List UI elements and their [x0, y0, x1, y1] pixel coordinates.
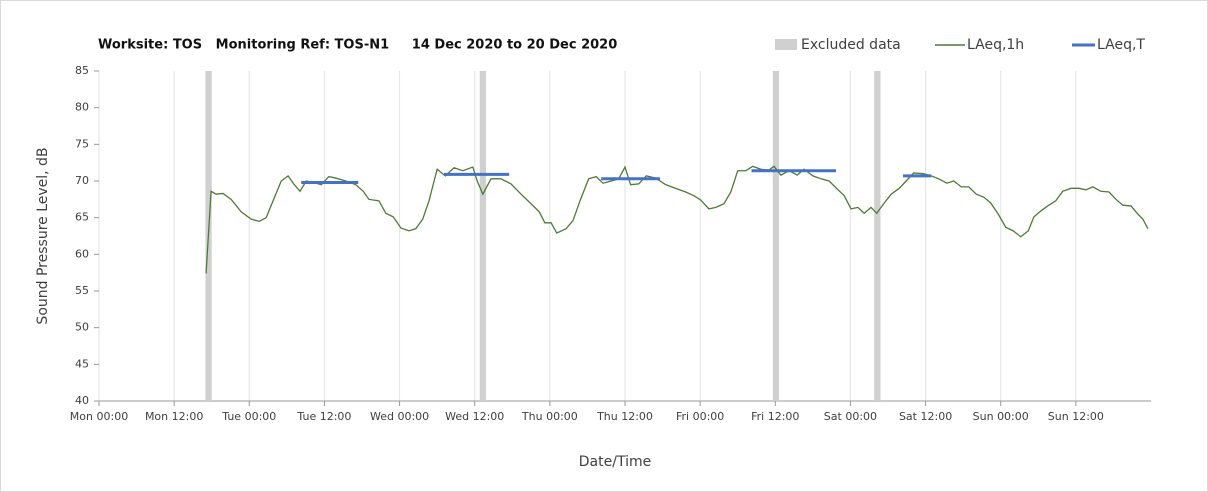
legend-swatch	[775, 39, 797, 50]
legend-label: LAeq,1h	[967, 37, 1024, 53]
y-axis-label: Sound Pressure Level, dB	[35, 147, 51, 324]
line-series	[205, 165, 1149, 274]
x-tick-label: Mon 00:00	[70, 410, 128, 423]
legend-label: Excluded data	[801, 37, 901, 53]
y-tick-label: 70	[75, 174, 89, 187]
x-tick-label: Wed 00:00	[370, 410, 429, 423]
y-tick-label: 65	[75, 211, 89, 224]
x-tick-label: Sat 12:00	[899, 410, 952, 423]
x-tick-label: Fri 12:00	[751, 410, 799, 423]
x-tick-label: Fri 00:00	[676, 410, 724, 423]
y-tick-label: 50	[75, 321, 89, 334]
excluded-band	[479, 71, 486, 401]
x-tick-label: Mon 12:00	[145, 410, 203, 423]
x-tick-label: Tue 12:00	[296, 410, 351, 423]
excluded-band	[772, 71, 780, 401]
x-tick-label: Thu 00:00	[521, 410, 578, 423]
y-tick-label: 60	[75, 247, 89, 260]
x-tick-label: Sun 00:00	[973, 410, 1029, 423]
x-tick-label: Sun 12:00	[1048, 410, 1104, 423]
excluded-band	[874, 71, 881, 401]
chart-title: Worksite: TOS Monitoring Ref: TOS-N1 14 …	[98, 38, 617, 53]
y-tick-label: 40	[75, 394, 89, 407]
y-tick-label: 45	[75, 357, 89, 370]
x-tick-label: Tue 00:00	[221, 410, 276, 423]
y-tick-label: 80	[75, 101, 89, 114]
x-tick-label: Sat 00:00	[824, 410, 877, 423]
x-tick-label: Wed 12:00	[445, 410, 504, 423]
y-tick-label: 75	[75, 137, 89, 150]
legend-label: LAeq,T	[1097, 37, 1145, 53]
x-axis-label: Date/Time	[579, 454, 651, 470]
y-tick-label: 55	[75, 284, 89, 297]
y-tick-label: 85	[75, 64, 89, 77]
x-tick-label: Thu 12:00	[596, 410, 653, 423]
